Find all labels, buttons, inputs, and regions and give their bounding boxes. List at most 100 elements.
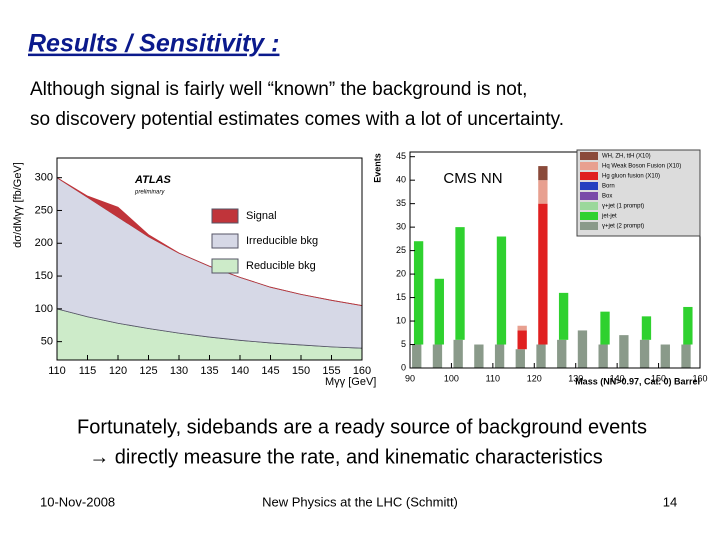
legend-swatch (580, 182, 598, 190)
y-tick-label: 10 (396, 315, 406, 325)
legend-swatch (580, 202, 598, 210)
y-tick-label: 35 (396, 198, 406, 208)
intro-line: so discovery potential estimates comes w… (30, 109, 564, 130)
y-tick-label: 40 (396, 175, 406, 185)
bar (515, 349, 525, 368)
bar (577, 330, 588, 368)
x-axis-label: Mass (NN>0.97, Cat. 0) Barrel (575, 376, 700, 386)
legend-label: Signal (246, 210, 277, 222)
legend-label: Irreducible bkg (246, 235, 318, 247)
bar (538, 180, 548, 204)
x-tick-label: 150 (651, 373, 666, 383)
legend-label: Hq Weak Boson Fusion (X10) (602, 164, 681, 170)
legend-swatch (211, 258, 239, 274)
y-tick-label: 150 (35, 270, 53, 282)
y-tick-label: 15 (396, 292, 406, 302)
x-tick-label: 145 (261, 365, 279, 377)
bar (639, 339, 650, 368)
plot-frame (56, 157, 363, 361)
bar (641, 316, 652, 340)
annotation: CMS NN (443, 170, 502, 187)
bar (538, 203, 548, 345)
x-tick-label: 140 (231, 365, 249, 377)
legend-swatch (211, 208, 239, 224)
legend-swatch (580, 152, 598, 160)
y-axis-label: dσ/dMγγ [fb/GeV] (12, 162, 24, 248)
y-tick-label: 20 (396, 268, 406, 278)
x-tick-label: 160 (353, 365, 371, 377)
legend-swatch (580, 162, 598, 170)
bar (494, 344, 505, 368)
bar (455, 227, 465, 340)
x-tick-label: 90 (405, 373, 415, 383)
y-tick-label: 0 (401, 362, 406, 372)
legend-label: Hg gluon fusion (X10) (602, 174, 660, 180)
legend-swatch (580, 212, 598, 220)
bar (598, 344, 608, 368)
x-tick-label: 155 (322, 365, 340, 377)
legend-label: Born (602, 184, 615, 190)
slide-title: Results / Sensitivity : (28, 30, 279, 58)
bar (517, 325, 527, 331)
x-tick-label: 130 (170, 365, 188, 377)
footer-page: 14 (663, 494, 677, 509)
x-tick-label: 110 (48, 365, 66, 377)
bar (557, 339, 567, 368)
y-tick-label: 300 (35, 172, 53, 184)
y-tick-label: 25 (396, 245, 406, 255)
x-tick-label: 120 (109, 365, 127, 377)
legend-label: Box (602, 194, 612, 200)
y-axis-label: Events (372, 153, 382, 183)
x-tick-label: 110 (486, 373, 500, 383)
plot-frame (409, 151, 701, 369)
x-tick-label: 160 (692, 373, 707, 383)
conclusion-line: Fortunately, sidebands are a ready sourc… (77, 416, 647, 438)
intro-line: Although signal is fairly well “known” t… (30, 79, 527, 100)
y-tick-label: 30 (396, 222, 406, 232)
x-tick-label: 115 (79, 365, 97, 377)
y-tick-label: 50 (41, 336, 53, 348)
bar (434, 278, 444, 345)
x-tick-label: 135 (200, 365, 218, 377)
y-tick-label: 250 (35, 204, 53, 216)
y-tick-label: 200 (35, 237, 53, 249)
legend-label: γ+jet (2 prompt) (602, 224, 644, 230)
legend-swatch (580, 192, 598, 200)
x-tick-label: 150 (292, 365, 310, 377)
annotation: ATLAS (134, 174, 172, 186)
legend-swatch (580, 172, 598, 180)
x-tick-label: 140 (610, 373, 625, 383)
footer-date: 10-Nov-2008 (40, 494, 115, 509)
legend-label: WH, ZH, ttH (X10) (602, 154, 651, 160)
bar (453, 339, 463, 368)
conclusion-line: → directly measure the rate, and kinemat… (89, 446, 603, 468)
y-tick-label: 5 (401, 339, 406, 349)
x-tick-label: 125 (139, 365, 157, 377)
legend-swatch (580, 222, 598, 230)
legend-label: Reducible bkg (246, 260, 316, 272)
bar (681, 344, 691, 368)
bar (536, 344, 546, 368)
x-tick-label: 120 (527, 373, 542, 383)
bar (660, 344, 670, 368)
y-tick-label: 45 (396, 151, 406, 161)
x-tick-label: 130 (568, 373, 583, 383)
annotation: preliminary (134, 190, 165, 196)
x-tick-label: 100 (444, 373, 459, 383)
bar (619, 335, 629, 368)
footer-center: New Physics at the LHC (Schmitt) (262, 494, 458, 509)
bar (496, 236, 507, 345)
bar (600, 311, 610, 345)
bar (538, 166, 548, 181)
legend-swatch (211, 233, 239, 249)
annotation-box (430, 166, 516, 192)
bar (412, 344, 422, 368)
legend-label: γ+jet (1 prompt) (602, 204, 644, 210)
bar (413, 241, 424, 345)
bar (517, 330, 527, 350)
bar (474, 344, 484, 368)
bar (432, 344, 443, 368)
y-tick-label: 100 (35, 303, 53, 315)
